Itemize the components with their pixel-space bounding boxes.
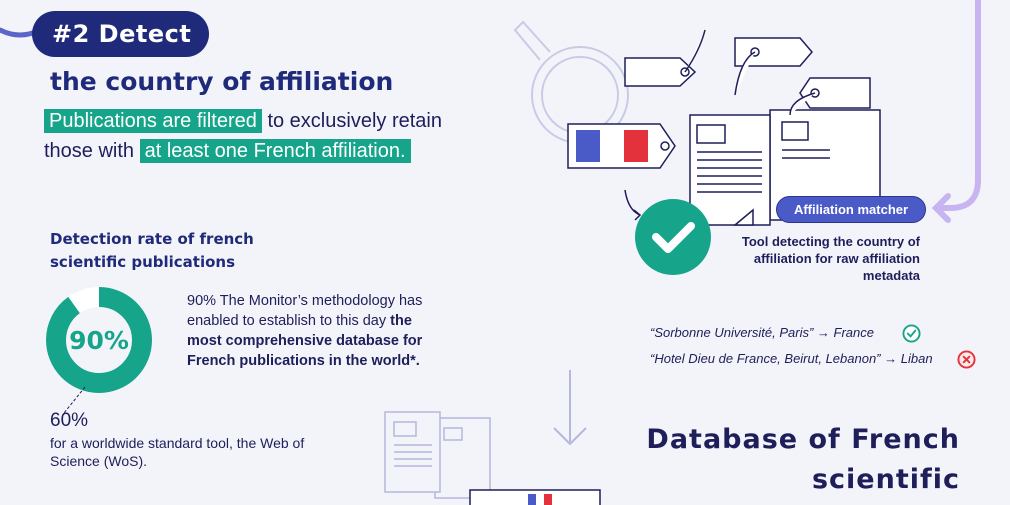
check-icon — [902, 324, 921, 343]
detection-description: 90% The Monitor’s methodology has enable… — [187, 291, 447, 371]
cross-icon — [957, 350, 976, 369]
intro-text-part: those with — [44, 140, 140, 162]
wos-description: for a worldwide standard tool, the Web o… — [50, 435, 305, 469]
affiliation-matcher-badge: Affiliation matcher — [776, 196, 926, 223]
example-france: “Sorbonne Université, Paris” → France — [650, 325, 874, 340]
step-badge: #2 Detect — [32, 11, 209, 57]
small-arrow-icon — [624, 189, 641, 216]
affiliation-matcher-description: Tool detecting the country of affiliatio… — [741, 234, 920, 283]
step-subtitle: the country of affiliation — [50, 67, 394, 96]
french-flag-tag-icon — [567, 123, 676, 169]
detection-rate-label: 90% — [69, 326, 129, 355]
affiliation-illustration — [513, 0, 981, 275]
check-circle-icon — [635, 199, 711, 275]
description-text: 90% The Monitor’s methodology has enable… — [187, 293, 423, 329]
purple-arrow-icon — [931, 0, 981, 223]
intro-text: Publications are filtered to exclusively… — [44, 106, 442, 166]
dashed-pointer — [63, 386, 86, 414]
metadata-tags-icon — [624, 29, 871, 116]
faded-documents-icon — [384, 411, 491, 499]
intro-highlight: at least one French affiliation. — [139, 139, 411, 163]
down-arrow-icon — [553, 370, 587, 446]
database-illustration — [384, 370, 601, 505]
intro-text-part: to exclusively retain — [261, 110, 442, 132]
detection-title: Detection rate of french scientific publ… — [50, 230, 254, 271]
detection-rate-donut — [46, 287, 152, 393]
document-with-flag-icon — [469, 489, 601, 505]
description-bold: the most comprehensive database for Fren… — [187, 313, 423, 369]
database-title: Database of French scientific publicatio… — [646, 424, 960, 505]
donut-arc — [46, 287, 152, 393]
intro-highlight: Publications are filtered — [44, 109, 262, 133]
wos-percentage: 60% — [50, 410, 89, 431]
example-lebanon: “Hotel Dieu de France, Beirut, Lebanon” … — [650, 351, 933, 366]
